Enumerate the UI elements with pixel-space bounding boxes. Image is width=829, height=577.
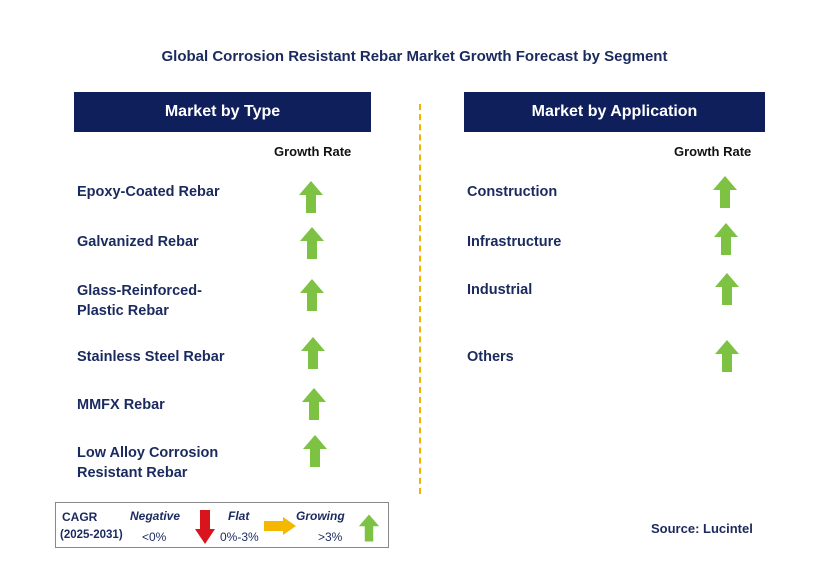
growing-arrow-icon <box>714 272 740 306</box>
growing-arrow-icon <box>301 387 327 421</box>
legend-period-label: (2025-2031) <box>60 529 123 541</box>
legend-cagr-label: CAGR <box>62 510 98 524</box>
legend-flat-label: Flat <box>228 509 250 523</box>
growing-arrow-icon <box>300 336 326 370</box>
right-growth-rate-label: Growth Rate <box>674 144 752 159</box>
application-item-label: Industrial <box>467 282 533 298</box>
legend-growing-label: Growing <box>296 509 345 523</box>
type-item-label: Epoxy-Coated Rebar <box>77 184 220 200</box>
source-note: Source: Lucintel <box>651 521 753 536</box>
left-growth-rate-label: Growth Rate <box>274 144 352 159</box>
type-item-label: Glass-Reinforced- Plastic Rebar <box>77 283 202 319</box>
growing-arrow-icon <box>299 226 325 260</box>
arrow-up-green-icon <box>358 511 380 545</box>
market-by-application-header: Market by Application <box>464 92 765 132</box>
type-item-label: Galvanized Rebar <box>77 234 199 250</box>
type-item-label: Low Alloy Corrosion Resistant Rebar <box>77 445 219 481</box>
growing-arrow-icon <box>299 278 325 312</box>
type-item-label: MMFX Rebar <box>77 397 165 413</box>
arrow-down-red-icon <box>195 510 215 544</box>
arrow-right-yellow-icon <box>264 517 296 535</box>
legend-box: CAGR (2025-2031) Negative <0% Flat 0%-3%… <box>55 502 389 548</box>
application-item-label: Infrastructure <box>467 234 562 250</box>
legend-flat-range: 0%-3% <box>220 530 259 544</box>
legend-growing-range: >3% <box>318 530 343 544</box>
application-item-label: Others <box>467 349 514 365</box>
growing-arrow-icon <box>714 339 740 373</box>
growing-arrow-icon <box>713 222 739 256</box>
application-item-label: Construction <box>467 184 558 200</box>
growing-arrow-icon <box>712 175 738 209</box>
type-item-label: Stainless Steel Rebar <box>77 349 225 365</box>
growing-arrow-icon <box>302 434 328 468</box>
legend-negative-range: <0% <box>142 530 167 544</box>
chart-title: Global Corrosion Resistant Rebar Market … <box>161 48 668 65</box>
legend-negative-label: Negative <box>130 509 181 523</box>
center-divider <box>419 104 421 494</box>
growing-arrow-icon <box>298 180 324 214</box>
market-by-type-header: Market by Type <box>74 92 371 132</box>
